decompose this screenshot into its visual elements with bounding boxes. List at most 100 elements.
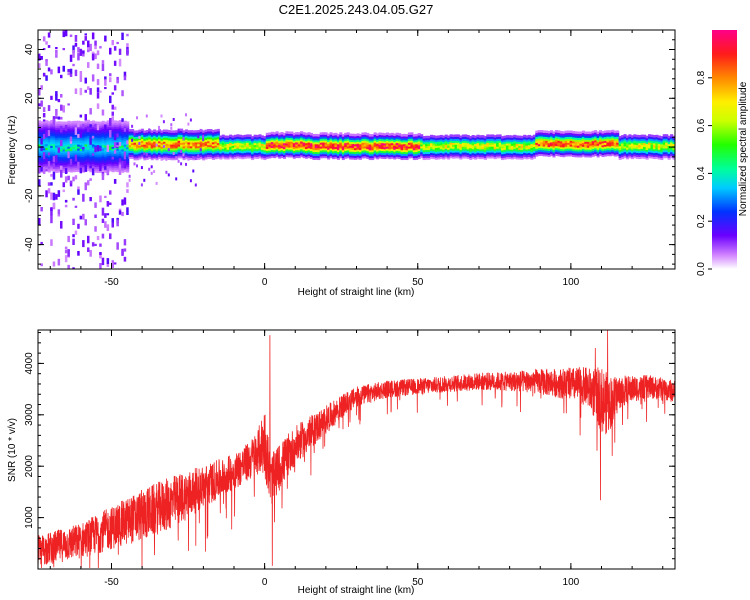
heatmap-cell (528, 146, 532, 150)
heatmap-cell (486, 140, 490, 143)
heatmap-cell (432, 137, 436, 140)
heatmap-cell (248, 150, 252, 153)
heatmap-cell (104, 124, 107, 130)
x-tick-label: 50 (412, 277, 424, 288)
heatmap-cell (91, 141, 95, 145)
heatmap-cell (354, 143, 358, 147)
heatmap-cell (319, 151, 323, 155)
heatmap-cell (378, 150, 382, 153)
heatmap-cell (72, 218, 75, 225)
heatmap-cell (74, 154, 78, 162)
heatmap-cell (525, 141, 529, 144)
heatmap-cell (643, 136, 647, 140)
heatmap-cell (64, 150, 68, 154)
heatmap-cell (655, 150, 659, 153)
heatmap-cell (643, 150, 647, 153)
heatmap-cell (621, 144, 625, 148)
heatmap-cell (403, 151, 407, 154)
heatmap-cell (371, 157, 375, 161)
heatmap-cell (559, 136, 563, 140)
heatmap-cell (165, 139, 169, 142)
heatmap-cell (447, 145, 451, 148)
heatmap-cell (77, 151, 81, 155)
heatmap-cell (79, 87, 83, 96)
heatmap-cell (113, 133, 117, 141)
heatmap-cell (194, 136, 198, 139)
heatmap-cell (145, 143, 149, 147)
heatmap-cell (219, 141, 223, 144)
heatmap-cell (559, 154, 563, 157)
heatmap-cell (336, 157, 340, 160)
heatmap-cell (581, 140, 585, 143)
heatmap-cell (229, 140, 233, 143)
heatmap-cell (216, 148, 220, 151)
heatmap-cell (626, 149, 630, 152)
heatmap-cell (258, 155, 262, 159)
heatmap-cell (378, 144, 382, 147)
heatmap-cell (295, 151, 299, 155)
heatmap-cell (635, 152, 639, 155)
heatmap-cell (410, 134, 414, 137)
heatmap-cell (64, 131, 68, 134)
heatmap-cell (177, 138, 181, 141)
heatmap-cell (545, 138, 549, 141)
heatmap-cell (99, 135, 103, 138)
heatmap-cell (466, 150, 470, 154)
heatmap-cell (452, 146, 456, 149)
heatmap-cell (381, 142, 385, 146)
heatmap-cell (466, 140, 470, 144)
heatmap-cell (488, 136, 492, 139)
heatmap-cell (123, 138, 127, 141)
heatmap-cell (623, 151, 627, 155)
heatmap-cell (611, 151, 615, 154)
heatmap-cell (87, 147, 91, 150)
spectrogram-heatmap (38, 30, 675, 269)
heatmap-cell (439, 138, 443, 142)
heatmap-cell (363, 155, 367, 159)
heatmap-cell (550, 130, 554, 133)
heatmap-cell (94, 45, 97, 50)
heatmap-cell (398, 150, 402, 154)
heatmap-cell (197, 137, 201, 141)
heatmap-cell (89, 144, 93, 148)
heatmap-cell (185, 146, 189, 150)
heatmap-cell (650, 136, 654, 140)
heatmap-cell (150, 171, 153, 175)
heatmap-cell (224, 153, 228, 156)
heatmap-cell (101, 173, 105, 180)
heatmap-cell (427, 135, 431, 139)
heatmap-cell (40, 167, 43, 172)
heatmap-cell (572, 152, 576, 156)
heatmap-cell (123, 142, 127, 145)
heatmap-cell (50, 164, 54, 168)
heatmap-cell (113, 147, 117, 151)
heatmap-cell (45, 124, 49, 127)
heatmap-cell (336, 153, 340, 156)
heatmap-cell (69, 131, 73, 134)
heatmap-cell (77, 138, 81, 141)
heatmap-cell (94, 147, 97, 153)
heatmap-cell (456, 142, 460, 145)
heatmap-cell (650, 140, 654, 143)
heatmap-cell (354, 137, 358, 141)
heatmap-cell (672, 139, 675, 143)
heatmap-cell (165, 170, 168, 174)
heatmap-cell (312, 153, 316, 157)
heatmap-cell (354, 147, 358, 151)
heatmap-cell (45, 163, 49, 166)
heatmap-cell (471, 154, 475, 158)
heatmap-cell (99, 158, 103, 162)
heatmap-cell (525, 139, 529, 142)
heatmap-cell (106, 225, 110, 231)
heatmap-cell (385, 150, 389, 153)
heatmap-cell (64, 176, 68, 183)
heatmap-cell (236, 138, 240, 141)
heatmap-cell (69, 127, 73, 130)
heatmap-cell (214, 141, 218, 144)
heatmap-cell (265, 132, 269, 136)
heatmap-cell (300, 152, 304, 156)
heatmap-cell (172, 149, 176, 153)
heatmap-cell (162, 153, 166, 156)
heatmap-cell (62, 152, 66, 156)
heatmap-cell (123, 132, 127, 135)
